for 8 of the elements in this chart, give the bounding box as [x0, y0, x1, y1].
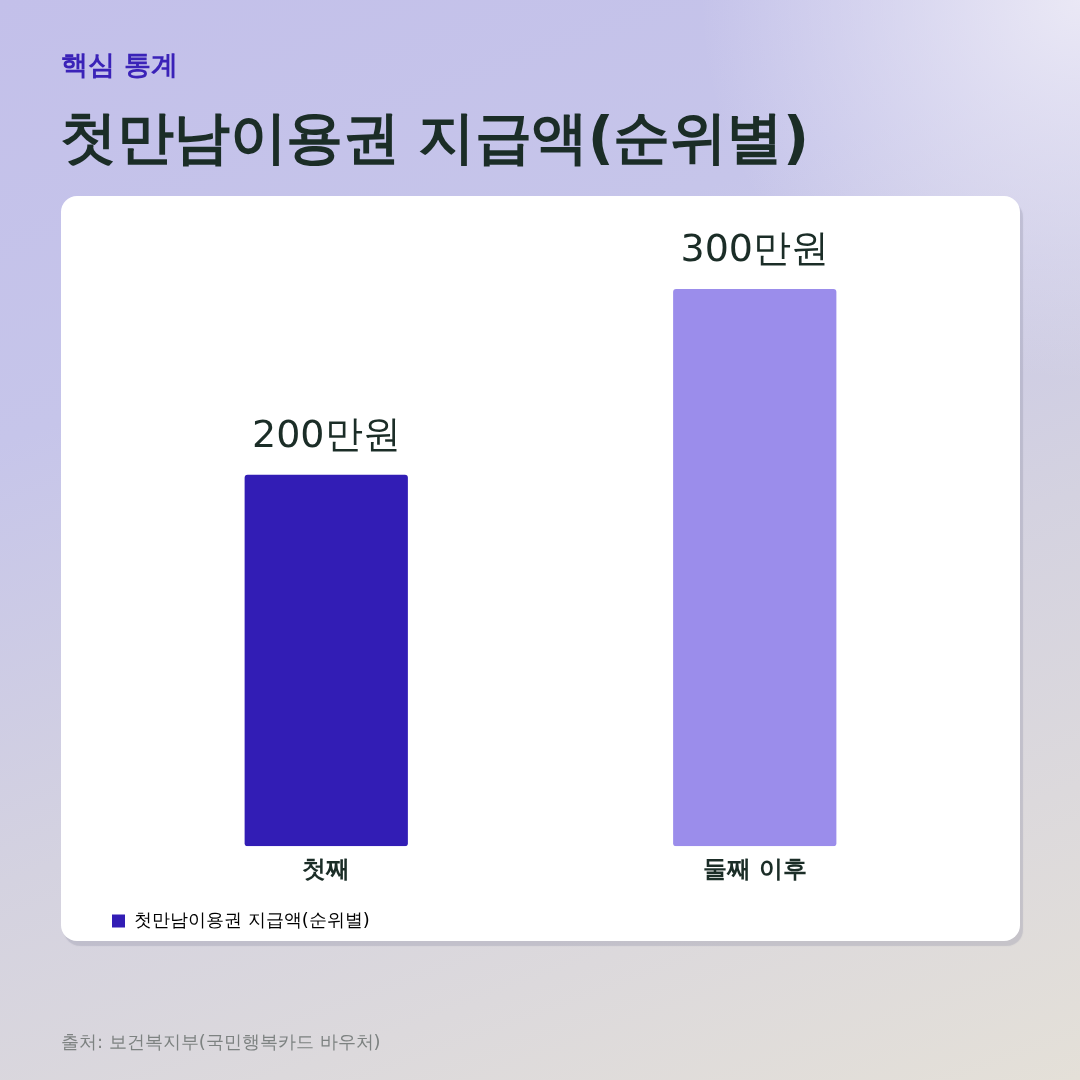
x-tick-label: 첫째 — [302, 854, 351, 883]
data-label: 300만원 — [680, 226, 830, 270]
legend-label: 첫만남이용권 지급액(순위별) — [134, 908, 370, 930]
x-tick-label: 둘째 이후 — [702, 854, 807, 883]
data-label: 200만원 — [251, 411, 401, 456]
source-note: 출처: 보건복지부(국민행복카드 바우처) — [61, 1030, 381, 1054]
chart-subtitle: 핵심 통계 — [61, 48, 179, 82]
chart-title: 첫만남이용권 지급액(순위별) — [60, 103, 809, 172]
